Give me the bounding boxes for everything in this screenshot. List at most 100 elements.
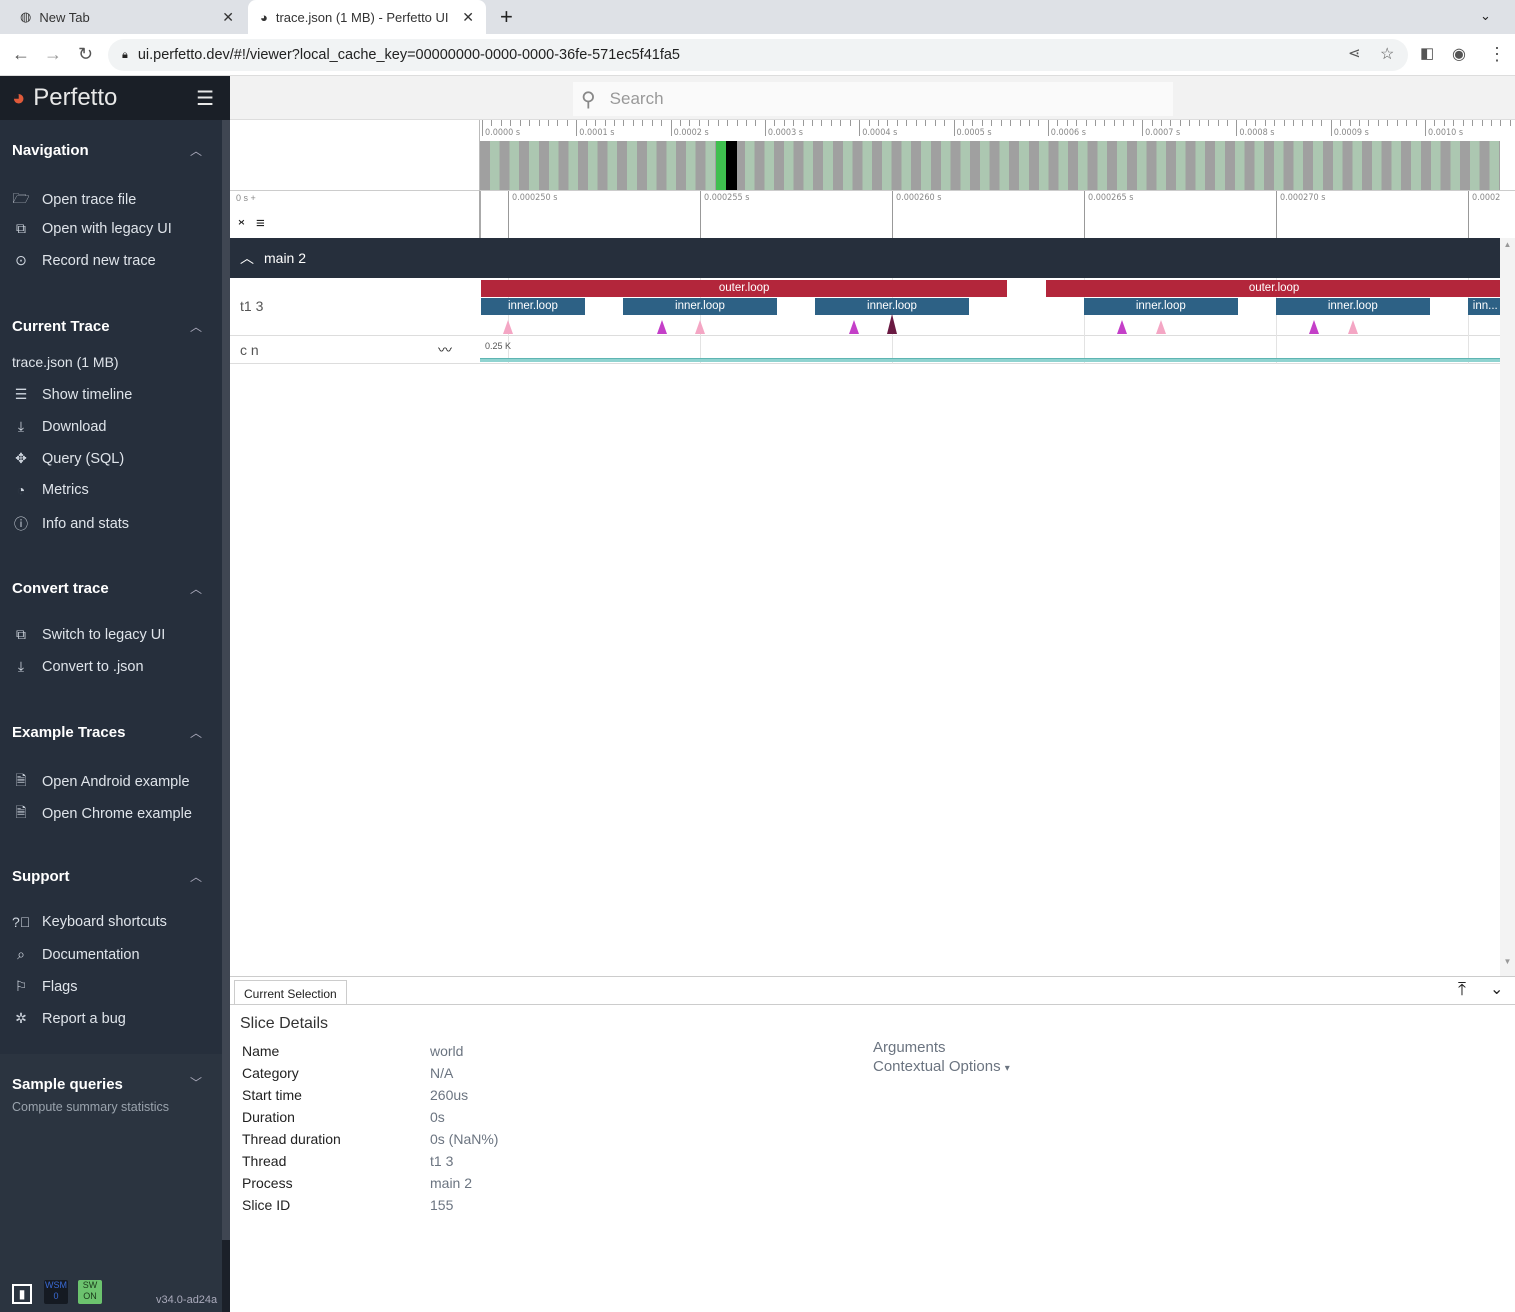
slice-inn-[interactable]: inn... xyxy=(1468,298,1500,315)
instant-event[interactable] xyxy=(1155,320,1166,334)
overview-visible-window-dark[interactable] xyxy=(726,141,737,190)
sidebar-item-shortcuts[interactable]: ?⃝ Keyboard shortcuts xyxy=(12,914,167,930)
sidebar-item-android-example[interactable]: 🗎︎ Open Android example xyxy=(12,770,189,794)
slice-inner-loop[interactable]: inner.loop xyxy=(1084,298,1238,315)
back-icon[interactable]: ← xyxy=(12,44,30,64)
slice-inner-loop[interactable]: inner.loop xyxy=(1276,298,1430,315)
instant-event[interactable] xyxy=(1309,320,1320,334)
profile-icon[interactable]: ◉ xyxy=(1452,46,1466,63)
section-navigation[interactable]: Navigation xyxy=(12,142,89,159)
share-icon[interactable]: ⋖ xyxy=(1348,45,1361,62)
counter-area[interactable] xyxy=(480,358,1500,362)
instant-event[interactable] xyxy=(1117,320,1128,334)
browser-tab-new[interactable]: ◍ New Tab ✕ xyxy=(8,0,246,34)
sidebar-scrollbar-thumb[interactable] xyxy=(222,120,230,1240)
tab-current-selection[interactable]: Current Selection xyxy=(234,980,347,1005)
section-support[interactable]: Support xyxy=(12,868,70,885)
sidebar-item-metrics[interactable]: ◔ Metrics xyxy=(12,482,89,498)
section-current-trace[interactable]: Current Trace xyxy=(12,318,110,335)
detail-value: t1 3 xyxy=(430,1153,454,1169)
chevron-up-icon[interactable]: ︿ xyxy=(190,144,203,158)
star-icon[interactable]: ☆ xyxy=(1380,46,1395,63)
slice-outer-loop[interactable]: outer.loop xyxy=(481,280,1008,297)
item-label: Query (SQL) xyxy=(42,450,125,467)
instant-event[interactable] xyxy=(695,320,705,334)
reload-icon[interactable]: ↻ xyxy=(78,44,94,64)
sort-tracks-icon[interactable]: ≡ xyxy=(256,215,265,232)
maximize-panel-icon[interactable]: ⤒ xyxy=(1458,979,1466,999)
section-sample-queries[interactable]: Sample queries xyxy=(12,1076,123,1093)
slice-area[interactable]: outer.loop outer.loop inner.loop inner.loop… xyxy=(480,278,1500,335)
perf-stats-icon[interactable]: ▮ xyxy=(12,1284,32,1304)
overview-visible-window[interactable] xyxy=(716,141,726,190)
sidebar-item-show-timeline[interactable]: ☰ Show timeline xyxy=(12,386,133,403)
overview-minor-tick xyxy=(1066,120,1068,126)
sidebar-item-convert-json[interactable]: ⤓ Convert to .json xyxy=(12,658,144,675)
sidebar-item-legacy-ui[interactable]: ⧉ Open with legacy UI xyxy=(12,220,172,237)
detail-key: Thread xyxy=(242,1153,287,1169)
close-tab-icon[interactable]: ✕ xyxy=(222,8,234,25)
overview-activity-bars[interactable] xyxy=(480,141,1500,190)
folder-icon: 🗁︎ xyxy=(12,190,30,206)
forward-icon[interactable]: → xyxy=(44,44,62,64)
slice-outer-loop[interactable]: outer.loop xyxy=(1045,280,1500,297)
sidebar-item-docs[interactable]: ⌕ Documentation xyxy=(12,946,139,963)
chevron-up-icon[interactable]: ︿ xyxy=(190,582,203,596)
tracks-scrollbar[interactable]: ▲ ▼ xyxy=(1500,238,1515,976)
overview-minor-tick xyxy=(1000,120,1002,126)
search-box[interactable]: ⚲ Search xyxy=(573,82,1173,116)
url-field[interactable]: 🔒︎ ui.perfetto.dev/#!/viewer?local_cache_… xyxy=(108,39,1408,71)
slice-inner-loop[interactable]: inner.loop xyxy=(623,298,777,315)
new-tab-button[interactable]: + xyxy=(500,4,513,29)
chevron-up-icon[interactable]: ︿ xyxy=(240,250,254,266)
sidebar-item-info[interactable]: ⓘ Info and stats xyxy=(12,514,129,534)
process-group-header[interactable]: ︿ main 2 xyxy=(230,238,1500,278)
close-tab-icon[interactable]: ✕ xyxy=(462,8,474,25)
sidebar-item-query[interactable]: ✥ Query (SQL) xyxy=(12,450,124,467)
section-convert-trace[interactable]: Convert trace xyxy=(12,580,109,597)
overview-minor-tick xyxy=(1198,120,1200,126)
menu-icon[interactable]: ⋮ xyxy=(1488,44,1506,64)
sidebar-item-flags[interactable]: ⚐ Flags xyxy=(12,978,78,995)
selected-instant-event[interactable] xyxy=(887,314,897,334)
chevron-down-icon[interactable]: ﹀ xyxy=(190,1076,203,1090)
overview-minor-tick xyxy=(1387,120,1389,126)
overview-minor-tick xyxy=(972,120,974,126)
sidebar-item-switch-legacy[interactable]: ⧉ Switch to legacy UI xyxy=(12,626,165,643)
sidebar-item-chrome-example[interactable]: 🗎︎ Open Chrome example xyxy=(12,802,192,826)
overview-minor-tick xyxy=(1123,120,1125,126)
slice-inner-loop[interactable]: inner.loop xyxy=(481,298,585,315)
sample-query-summary[interactable]: Compute summary statistics xyxy=(12,1100,169,1114)
detail-value: world xyxy=(430,1043,464,1059)
search-input[interactable]: Search xyxy=(609,89,664,108)
chevron-up-icon[interactable]: ︿ xyxy=(190,870,203,884)
item-label: Keyboard shortcuts xyxy=(42,914,167,930)
section-example-traces[interactable]: Example Traces xyxy=(12,724,126,741)
instant-event[interactable] xyxy=(1347,320,1358,334)
overview-minor-tick xyxy=(519,120,521,126)
chart-icon[interactable]: 〰 xyxy=(438,342,452,358)
instant-event[interactable] xyxy=(848,320,859,334)
sidebar-item-report-bug[interactable]: ✲ Report a bug xyxy=(12,1010,126,1027)
sidebar-item-open-trace[interactable]: 🗁︎ Open trace file xyxy=(12,188,136,212)
contextual-options-button[interactable]: Contextual Options ▾ xyxy=(873,1058,1010,1075)
tab-list-chevron-icon[interactable]: ⌄ xyxy=(1480,8,1491,23)
collapse-expand-all-icon[interactable]: ⌄ ⌃ xyxy=(236,211,247,234)
time-gridline xyxy=(700,191,701,238)
collapse-panel-icon[interactable]: ⌄ xyxy=(1490,981,1504,998)
item-label: Flags xyxy=(42,978,78,995)
item-label: Switch to legacy UI xyxy=(42,626,166,643)
overview-minor-tick xyxy=(1076,120,1078,126)
slice-inner-loop[interactable]: inner.loop xyxy=(815,298,969,315)
browser-tab-perfetto[interactable]: ◕ trace.json (1 MB) - Perfetto UI ✕ xyxy=(248,0,486,34)
chevron-up-icon[interactable]: ︿ xyxy=(190,726,203,740)
sidebar-item-record[interactable]: ⊙ Record new trace xyxy=(12,252,156,269)
instant-event[interactable] xyxy=(656,320,667,334)
hamburger-icon[interactable]: ☰ xyxy=(196,87,214,110)
side-panel-icon[interactable]: ◧ xyxy=(1420,45,1435,62)
chevron-up-icon[interactable]: ︿ xyxy=(190,320,203,334)
sidebar-item-download[interactable]: ⤓ Download xyxy=(12,418,107,435)
overview-minor-tick xyxy=(614,120,616,126)
instant-event[interactable] xyxy=(503,320,513,334)
overview-timeline[interactable]: 0.0000 s 0.0001 s 0.0002 s 0.0003 s 0.0004 s… xyxy=(230,120,1515,191)
